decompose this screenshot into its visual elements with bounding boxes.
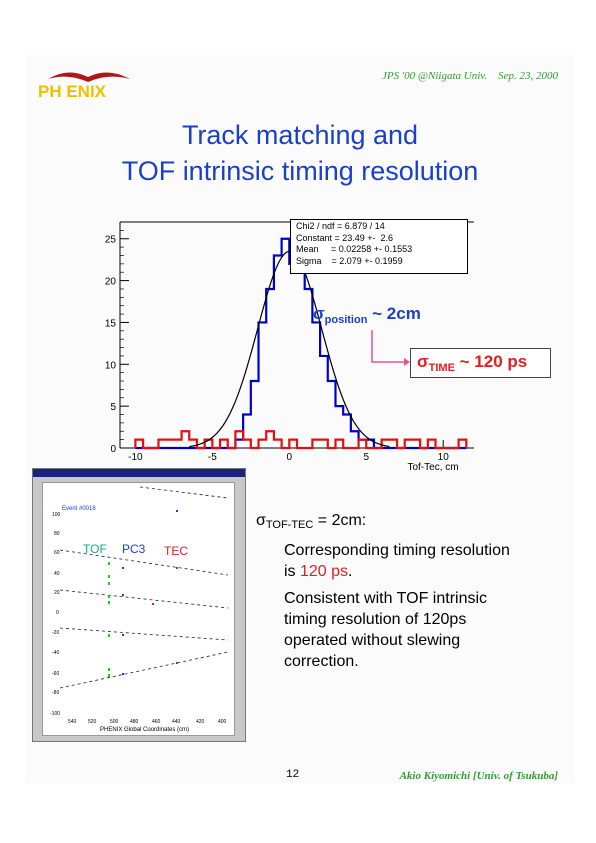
sigma-time-box: σTIME ~ 120 ps: [410, 348, 551, 378]
histogram-series-1: [134, 430, 468, 450]
y-tick-label: 5: [110, 402, 116, 413]
x-tick-label: 0: [287, 452, 293, 463]
event-number: Event #0018: [62, 506, 96, 512]
para2-line2: timing resolution of 120ps: [284, 611, 467, 628]
label-pc3: PC3: [122, 542, 146, 556]
para2-line3: operated without slewing: [284, 632, 461, 649]
para1-end: .: [348, 563, 353, 580]
window-titlebar: [33, 469, 245, 477]
fit-stat-mean: Mean = 0.02258 +- 0.1553: [296, 244, 413, 254]
sigma-symbol: σ: [417, 352, 429, 371]
phenix-logo-text: PH ENIX: [38, 82, 107, 101]
sigma-time-value: ~ 120 ps: [454, 352, 528, 371]
sigma-subscript: TOF-TEC: [265, 519, 314, 531]
sigma-symbol: σ: [256, 512, 266, 529]
y-tick-label: 15: [105, 318, 117, 329]
x-tick-label: 5: [363, 452, 369, 463]
sigma-tof-tec-line: σTOF-TEC = 2cm:: [256, 510, 556, 536]
sigma-subscript: position: [324, 314, 368, 326]
gaussian-fit-curve: [189, 250, 390, 448]
fit-stat-constant: Constant = 23.49 +- 2.6: [296, 232, 394, 243]
para2-line4: correction.: [284, 653, 359, 670]
sigma-position-value: ~ 2cm: [367, 304, 421, 323]
fit-stat-sigma: Sigma = 2.079 +- 0.1959: [296, 255, 403, 266]
para1-line2: is 120 ps.: [284, 561, 556, 582]
sigma-symbol: σ: [313, 304, 325, 323]
fit-stats-box: Chi2 / ndf = 6.879 / 14 Constant = 23.49…: [290, 219, 468, 274]
label-tof: TOF: [83, 542, 107, 556]
para1-highlight: 120 ps: [300, 563, 349, 580]
header-conference: JPS '00 @Niigata Univ. Sep. 23, 2000: [381, 70, 558, 82]
sigma-value: = 2cm:: [313, 512, 367, 529]
y-tick-label: 10: [105, 360, 117, 371]
y-tick-label: 0: [110, 444, 116, 455]
y-tick-label: 25: [105, 235, 117, 246]
sigma-position-label: σposition ~ 2cm: [313, 304, 421, 326]
x-tick-label: -5: [208, 452, 217, 463]
footer-author: Akio Kiyomichi [Univ. of Tsukuba]: [399, 770, 558, 782]
title-line-1: Track matching and: [181, 120, 419, 150]
event-display-plot: [42, 482, 235, 736]
label-tec: TEC: [164, 544, 188, 558]
fit-stat-chi2: Chi2 / ndf = 6.879 / 14: [296, 221, 385, 231]
para1-prefix: is: [284, 563, 300, 580]
event-display-xlabel: PHENIX Global Coordinates (cm): [100, 727, 190, 733]
title-line-2: TOF intrinsic timing resolution: [121, 156, 479, 186]
page-number: 12: [286, 769, 300, 781]
body-text: σTOF-TEC = 2cm: Corresponding timing res…: [256, 510, 556, 672]
sigma-subscript: TIME: [428, 362, 455, 374]
x-tick-label: -10: [128, 452, 143, 463]
para1-line1: Corresponding timing resolution: [284, 542, 510, 559]
x-tick-label: 10: [438, 452, 450, 463]
phenix-bird-icon: [48, 72, 130, 82]
y-tick-label: 20: [105, 277, 117, 288]
x-axis-label: Tof-Tec, cm: [407, 462, 458, 473]
para2-line1: Consistent with TOF intrinsic: [284, 590, 488, 607]
